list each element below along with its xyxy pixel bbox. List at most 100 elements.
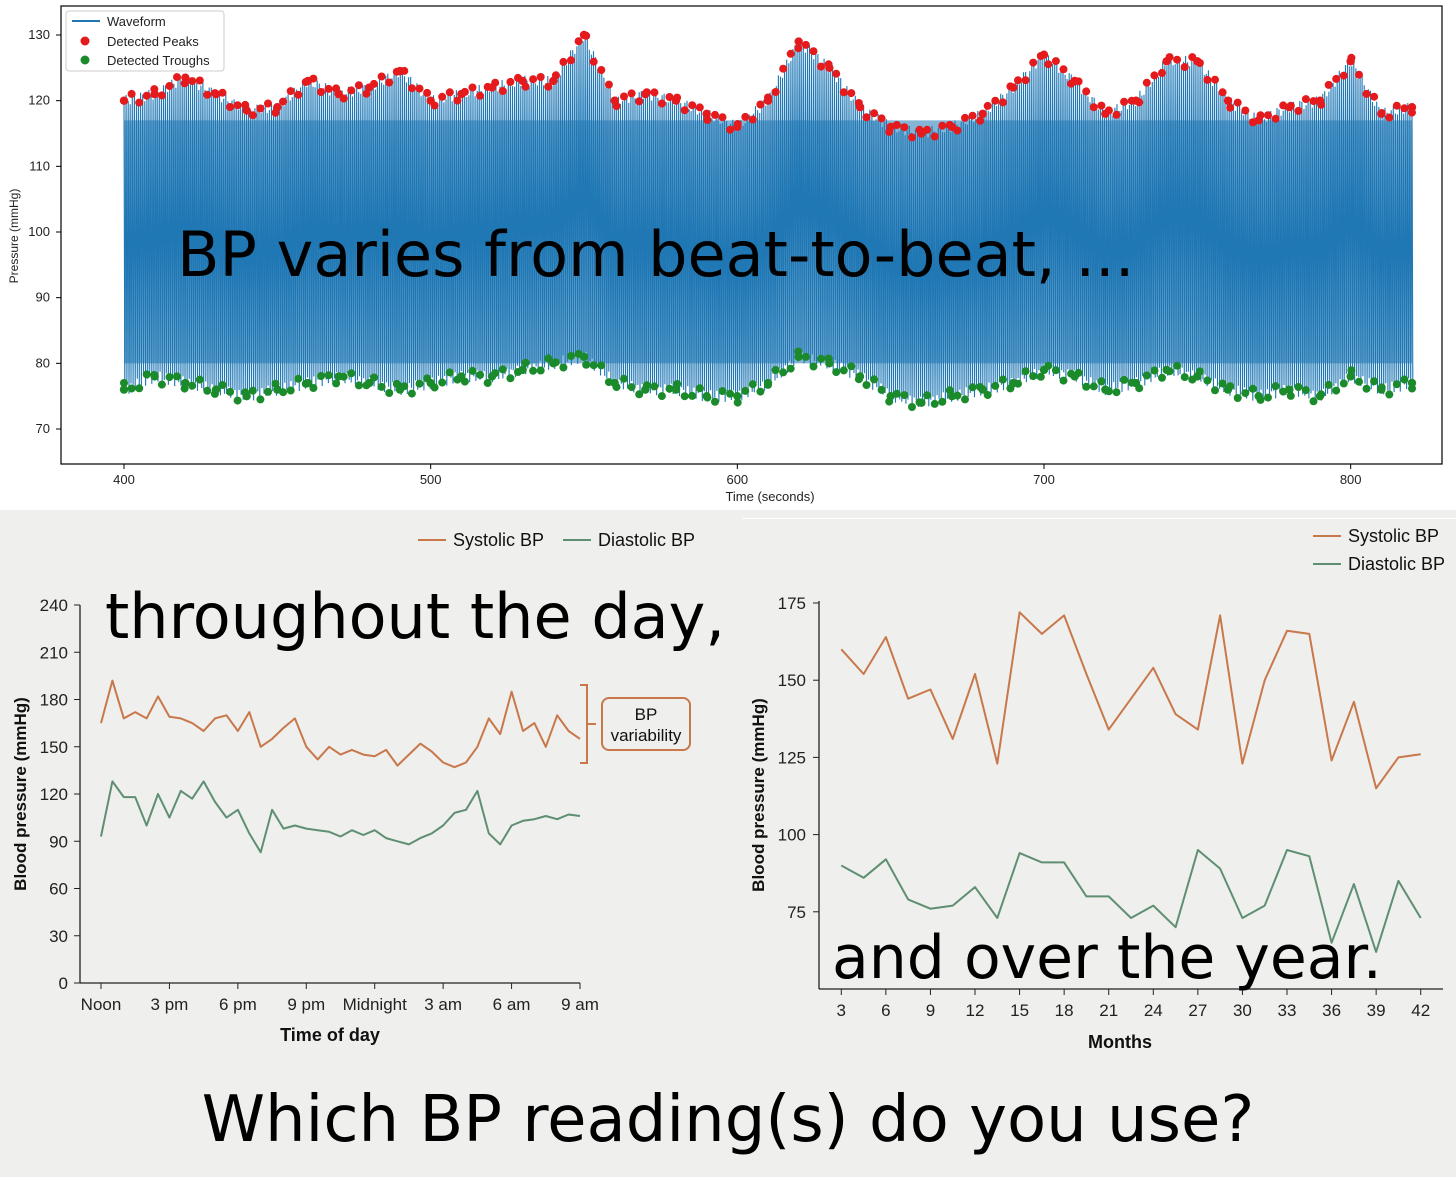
peak-marker: [423, 88, 432, 97]
peak-marker: [248, 111, 257, 120]
trough-marker: [870, 375, 879, 384]
legend-peaks-swatch: [80, 36, 90, 46]
trough-point: [1254, 391, 1263, 401]
trough-marker: [407, 389, 416, 398]
peak-marker: [1059, 65, 1068, 74]
day-y-tick-label: 120: [40, 785, 68, 804]
peak-marker: [1150, 71, 1159, 80]
trough-marker: [1112, 388, 1121, 397]
peak-marker: [1120, 97, 1129, 106]
peak-marker: [1294, 106, 1303, 115]
peak-point: [1070, 76, 1079, 86]
months-diastolic-line: [840, 849, 1422, 953]
peak-marker: [832, 69, 841, 78]
trough-point: [303, 378, 313, 388]
trough-point: [334, 372, 343, 381]
trough-marker: [1248, 384, 1257, 393]
day-x-tick-label: Noon: [81, 995, 122, 1014]
peak-point: [181, 73, 190, 82]
peak-marker: [741, 112, 750, 121]
peak-marker: [506, 77, 515, 86]
peak-point: [242, 106, 251, 115]
trough-marker: [726, 389, 735, 398]
trough-marker: [233, 396, 242, 405]
trough-marker: [468, 366, 477, 375]
months-x-axis: 3 6 9 12 15 18 21 24 27 30 33 36 39 42: [837, 989, 1430, 1020]
day-x-axis-label: Time of day: [280, 1025, 380, 1045]
day-x-tick-label: 3 am: [424, 995, 462, 1014]
peak-marker: [1324, 80, 1333, 89]
variability-label-line2: variability: [611, 726, 682, 745]
months-y-tick-label: 125: [778, 748, 806, 767]
peak-marker: [870, 109, 879, 118]
trough-point: [1039, 365, 1049, 375]
peak-marker: [1211, 75, 1219, 84]
trough-marker: [256, 395, 265, 404]
trough-marker: [188, 381, 197, 390]
peak-point: [886, 122, 895, 132]
peak-point: [1285, 103, 1294, 112]
trough-marker: [195, 375, 204, 384]
trough-marker: [120, 379, 128, 387]
peak-marker: [1029, 58, 1038, 67]
peak-marker: [559, 57, 568, 66]
day-legend-systolic-label: Systolic BP: [453, 530, 544, 550]
trough-point: [1162, 365, 1171, 375]
day-x-tick-label: 6 pm: [219, 995, 257, 1014]
trough-marker: [354, 381, 363, 390]
peak-marker: [657, 99, 666, 108]
day-legend: Systolic BP Diastolic BP: [418, 530, 695, 550]
peak-marker: [1271, 114, 1280, 123]
peak-point: [1039, 50, 1049, 59]
trough-marker: [862, 381, 871, 389]
months-x-tick-label: 42: [1411, 1001, 1430, 1020]
peak-marker: [544, 82, 553, 91]
waveform-legend-box: [65, 10, 225, 72]
peak-point: [1193, 57, 1202, 66]
trough-marker: [620, 374, 628, 383]
trough-marker: [877, 385, 886, 394]
trough-marker: [1089, 382, 1098, 391]
legend-peaks-label: Detected Peaks: [107, 34, 199, 49]
peak-marker: [1264, 111, 1272, 120]
peak-marker: [226, 103, 235, 111]
peak-marker: [529, 75, 538, 84]
trough-marker: [324, 371, 333, 380]
peak-point: [487, 83, 497, 92]
variability-label-line1: BP: [635, 705, 658, 724]
peak-marker: [1203, 75, 1212, 84]
trough-marker: [998, 375, 1007, 384]
day-legend-diastolic-label: Diastolic BP: [598, 530, 695, 550]
months-y-tick-label: 175: [778, 594, 806, 613]
trough-point: [119, 385, 129, 394]
peak-marker: [536, 73, 545, 81]
peak-marker: [983, 101, 992, 110]
trough-marker: [1233, 394, 1242, 402]
peak-marker: [597, 66, 606, 74]
peak-point: [303, 76, 313, 86]
trough-marker: [498, 365, 507, 374]
peak-marker: [718, 113, 727, 122]
months-x-tick-label: 21: [1099, 1001, 1118, 1020]
trough-marker: [1150, 366, 1159, 375]
trough-marker: [1158, 373, 1166, 382]
months-systolic-line: [840, 611, 1421, 790]
trough-marker: [1332, 386, 1341, 395]
peak-marker: [1180, 63, 1189, 71]
trough-marker: [438, 378, 447, 387]
peak-marker: [688, 101, 697, 110]
peak-marker: [862, 113, 871, 122]
day-y-tick-label: 60: [49, 880, 68, 899]
trough-marker: [1097, 377, 1106, 386]
peak-marker: [794, 44, 803, 53]
peak-marker: [748, 115, 757, 124]
waveform-x-tick-label: 700: [1033, 472, 1055, 487]
trough-marker: [1173, 361, 1182, 370]
peak-marker: [415, 84, 424, 93]
day-y-tick-label: 150: [40, 738, 68, 757]
months-x-tick-label: 27: [1188, 1001, 1207, 1020]
trough-marker: [309, 384, 318, 392]
peak-marker: [877, 114, 886, 123]
trough-point: [1315, 391, 1325, 401]
trough-marker: [483, 379, 492, 387]
